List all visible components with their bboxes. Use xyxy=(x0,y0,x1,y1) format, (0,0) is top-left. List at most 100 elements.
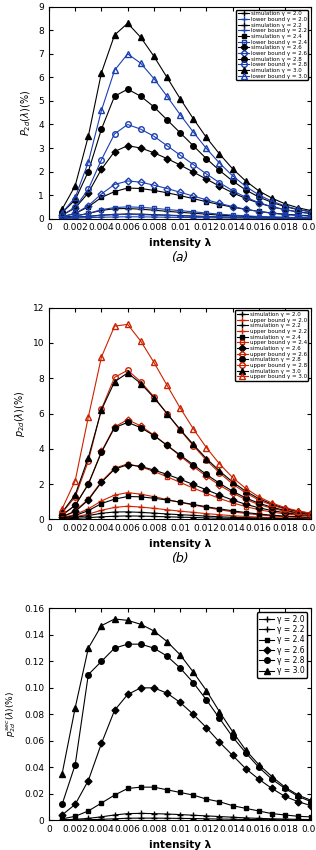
Line: γ = 2.4: γ = 2.4 xyxy=(60,785,314,821)
simulation γ = 2.2 xyxy=(139,204,143,214)
simulation γ = 2.4 xyxy=(100,192,103,202)
simulation γ = 3.0 xyxy=(152,393,156,403)
upper bound γ = 3.0 xyxy=(152,357,156,367)
simulation γ = 2.2 xyxy=(73,211,77,221)
γ = 3.0 xyxy=(60,768,64,779)
Line: simulation γ = 2.0: simulation γ = 2.0 xyxy=(59,513,315,523)
lower bound γ = 2.6 xyxy=(139,177,143,187)
simulation γ = 2.6 xyxy=(309,208,313,218)
simulation γ = 2.4 xyxy=(191,499,195,509)
Line: simulation γ = 3.0: simulation γ = 3.0 xyxy=(59,20,314,213)
lower bound γ = 2.8 xyxy=(139,124,143,134)
γ = 2.0 xyxy=(139,813,143,824)
γ = 2.4 xyxy=(152,782,156,792)
lower bound γ = 2.4 xyxy=(283,212,287,223)
simulation γ = 2.8 xyxy=(270,502,274,513)
simulation γ = 2.6 xyxy=(204,174,208,184)
upper bound γ = 3.0 xyxy=(296,506,300,516)
lower bound γ = 3.0 xyxy=(244,181,247,191)
simulation γ = 2.6 xyxy=(112,146,116,156)
simulation γ = 2.0 xyxy=(191,211,195,221)
simulation γ = 2.2 xyxy=(217,512,221,522)
γ = 2.2 xyxy=(139,808,143,819)
upper bound γ = 2.2 xyxy=(152,491,156,501)
upper bound γ = 2.8 xyxy=(165,409,169,419)
simulation γ = 2.8 xyxy=(296,507,300,518)
simulation γ = 2.8 xyxy=(112,91,116,101)
simulation γ = 2.4 xyxy=(152,493,156,503)
upper bound γ = 3.0 xyxy=(244,484,247,494)
upper bound γ = 2.4 xyxy=(191,483,195,493)
simulation γ = 2.0 xyxy=(152,210,156,220)
simulation γ = 2.6 xyxy=(87,188,90,198)
simulation γ = 3.0 xyxy=(165,72,169,82)
γ = 2.6 xyxy=(283,791,287,802)
lower bound γ = 3.0 xyxy=(204,144,208,154)
X-axis label: intensity λ: intensity λ xyxy=(149,840,211,850)
lower bound γ = 2.8 xyxy=(60,210,64,220)
simulation γ = 2.2 xyxy=(244,211,247,221)
γ = 2.8 xyxy=(204,694,208,705)
simulation γ = 2.0 xyxy=(257,513,261,524)
lower bound γ = 2.4 xyxy=(126,201,130,212)
lower bound γ = 2.2 xyxy=(244,212,247,223)
simulation γ = 2.8 xyxy=(296,205,300,215)
upper bound γ = 2.2 xyxy=(244,508,247,518)
simulation γ = 2.4 xyxy=(231,202,234,212)
simulation γ = 2.8 xyxy=(257,498,261,508)
lower bound γ = 2.8 xyxy=(165,140,169,150)
lower bound γ = 3.0 xyxy=(257,190,261,200)
upper bound γ = 2.8 xyxy=(204,455,208,465)
simulation γ = 2.0 xyxy=(100,210,103,220)
simulation γ = 2.6 xyxy=(217,181,221,191)
γ = 2.0 xyxy=(296,815,300,825)
γ = 3.0 xyxy=(296,790,300,800)
simulation γ = 2.6 xyxy=(112,464,116,474)
upper bound γ = 2.6 xyxy=(217,480,221,490)
lower bound γ = 2.4 xyxy=(112,202,116,212)
simulation γ = 2.2 xyxy=(100,206,103,216)
lower bound γ = 2.6 xyxy=(270,208,274,218)
upper bound γ = 2.4 xyxy=(139,462,143,472)
upper bound γ = 2.2 xyxy=(100,496,103,506)
lower bound γ = 3.0 xyxy=(112,65,116,76)
lower bound γ = 2.0 xyxy=(139,212,143,222)
simulation γ = 2.8 xyxy=(204,154,208,164)
simulation γ = 2.4 xyxy=(87,201,90,212)
γ = 2.4 xyxy=(296,811,300,821)
simulation γ = 3.0 xyxy=(257,494,261,504)
γ = 2.2 xyxy=(60,815,64,825)
simulation γ = 2.2 xyxy=(126,203,130,213)
simulation γ = 2.6 xyxy=(60,512,64,522)
upper bound γ = 2.0 xyxy=(165,505,169,515)
simulation γ = 2.8 xyxy=(257,192,261,202)
lower bound γ = 2.4 xyxy=(60,212,64,223)
γ = 2.6 xyxy=(139,683,143,693)
simulation γ = 2.4 xyxy=(296,210,300,220)
lower bound γ = 2.2 xyxy=(191,211,195,221)
simulation γ = 2.4 xyxy=(296,512,300,522)
simulation γ = 3.0 xyxy=(165,409,169,419)
γ = 2.2 xyxy=(244,813,247,823)
γ = 2.8 xyxy=(100,656,103,666)
lower bound γ = 2.8 xyxy=(87,184,90,195)
simulation γ = 2.0 xyxy=(178,512,182,522)
lower bound γ = 2.8 xyxy=(257,197,261,207)
simulation γ = 2.0 xyxy=(165,210,169,220)
simulation γ = 3.0 xyxy=(126,18,130,28)
simulation γ = 2.0 xyxy=(270,513,274,524)
simulation γ = 3.0 xyxy=(139,32,143,42)
simulation γ = 2.8 xyxy=(191,140,195,150)
γ = 2.0 xyxy=(152,813,156,824)
γ = 2.6 xyxy=(152,683,156,693)
simulation γ = 2.6 xyxy=(73,507,77,517)
simulation γ = 2.4 xyxy=(204,196,208,207)
simulation γ = 2.2 xyxy=(270,513,274,524)
lower bound γ = 2.4 xyxy=(231,210,234,220)
lower bound γ = 2.0 xyxy=(178,212,182,223)
simulation γ = 2.4 xyxy=(283,511,287,521)
lower bound γ = 2.6 xyxy=(257,207,261,217)
γ = 2.8 xyxy=(165,651,169,661)
lower bound γ = 2.0 xyxy=(296,213,300,224)
simulation γ = 2.6 xyxy=(191,167,195,177)
